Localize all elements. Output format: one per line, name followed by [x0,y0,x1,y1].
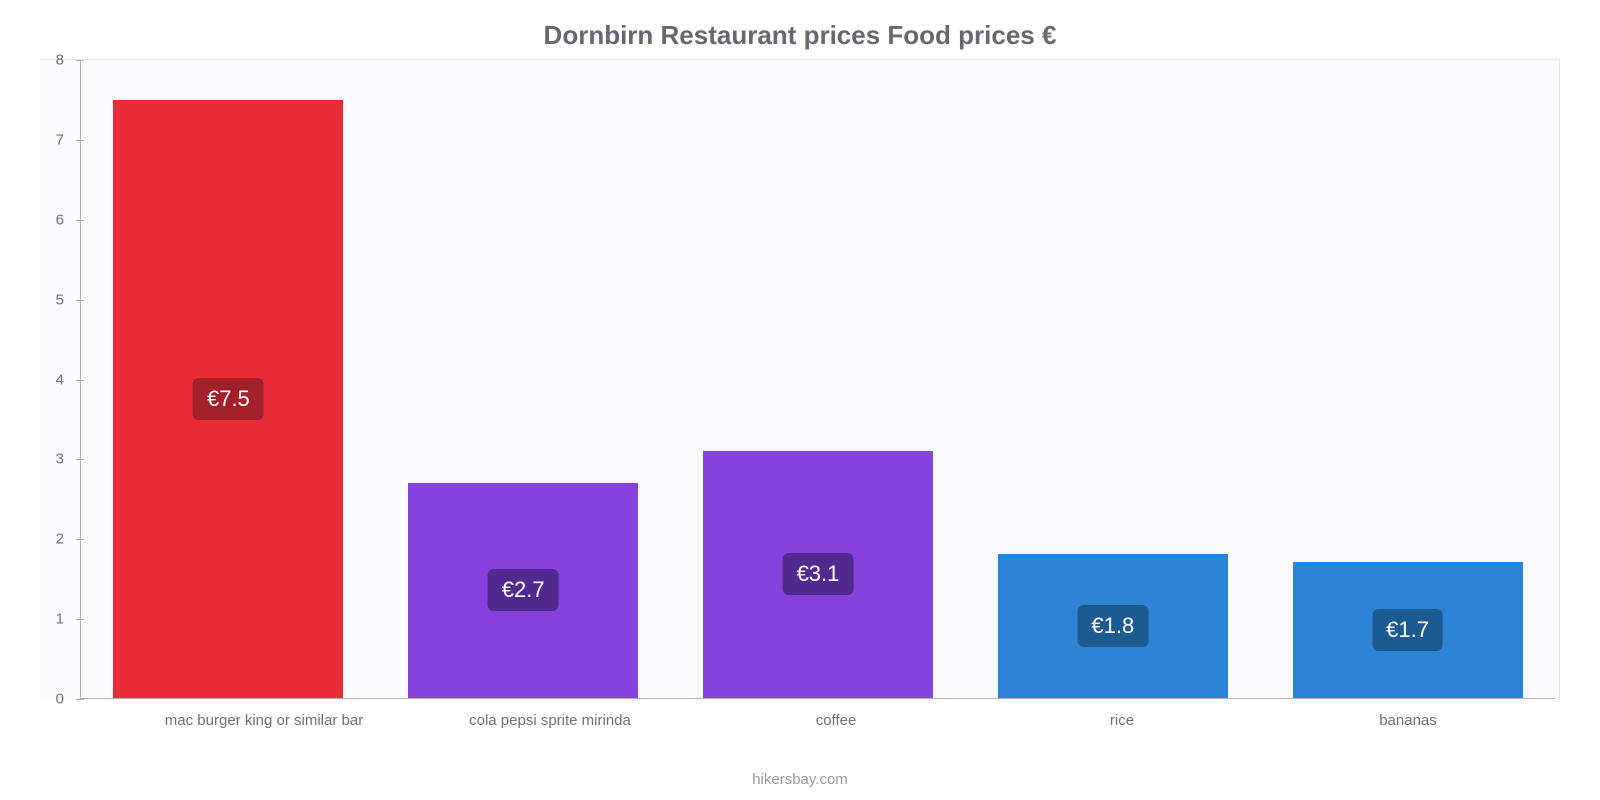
plot-inner: €7.5€2.7€3.1€1.8€1.7 mac burger king or … [80,60,1555,699]
bar-slot: €7.5 [81,60,376,698]
bar: €1.7 [1293,562,1523,698]
x-axis-label: mac burger king or similar bar [121,712,407,729]
plot-area: 012345678 €7.5€2.7€3.1€1.8€1.7 mac burge… [40,59,1560,699]
y-tick-label: 3 [56,451,64,468]
x-axis-labels: mac burger king or similar barcola pepsi… [121,712,1551,729]
y-axis: 012345678 [40,60,76,699]
x-axis-label: cola pepsi sprite mirinda [407,712,693,729]
bar-slot: €2.7 [376,60,671,698]
credit-text: hikersbay.com [0,771,1600,788]
bar: €1.8 [998,554,1228,698]
x-axis-label: bananas [1265,712,1551,729]
y-tick-label: 8 [56,52,64,69]
y-tick-mark [76,699,84,700]
bar-slot: €1.8 [965,60,1260,698]
y-tick-label: 6 [56,211,64,228]
bar: €3.1 [703,451,933,698]
value-label: €3.1 [783,553,854,595]
y-tick-label: 0 [56,691,64,708]
bar-slot: €1.7 [1260,60,1555,698]
y-tick-label: 1 [56,611,64,628]
value-label: €7.5 [193,378,264,420]
y-tick-label: 7 [56,131,64,148]
y-tick-label: 2 [56,531,64,548]
value-label: €2.7 [488,569,559,611]
value-label: €1.7 [1372,609,1443,651]
bar-slot: €3.1 [671,60,966,698]
chart-title: Dornbirn Restaurant prices Food prices € [40,20,1560,51]
y-tick-label: 4 [56,371,64,388]
x-axis-label: rice [979,712,1265,729]
bars-group: €7.5 €2.7 €3.1 €1.8 €1.7 [81,60,1555,698]
chart-container: Dornbirn Restaurant prices Food prices €… [0,0,1600,800]
value-label: €1.8 [1077,605,1148,647]
y-tick-label: 5 [56,291,64,308]
bar: €7.5 [113,100,343,698]
x-axis-label: coffee [693,712,979,729]
bar: €2.7 [408,483,638,698]
